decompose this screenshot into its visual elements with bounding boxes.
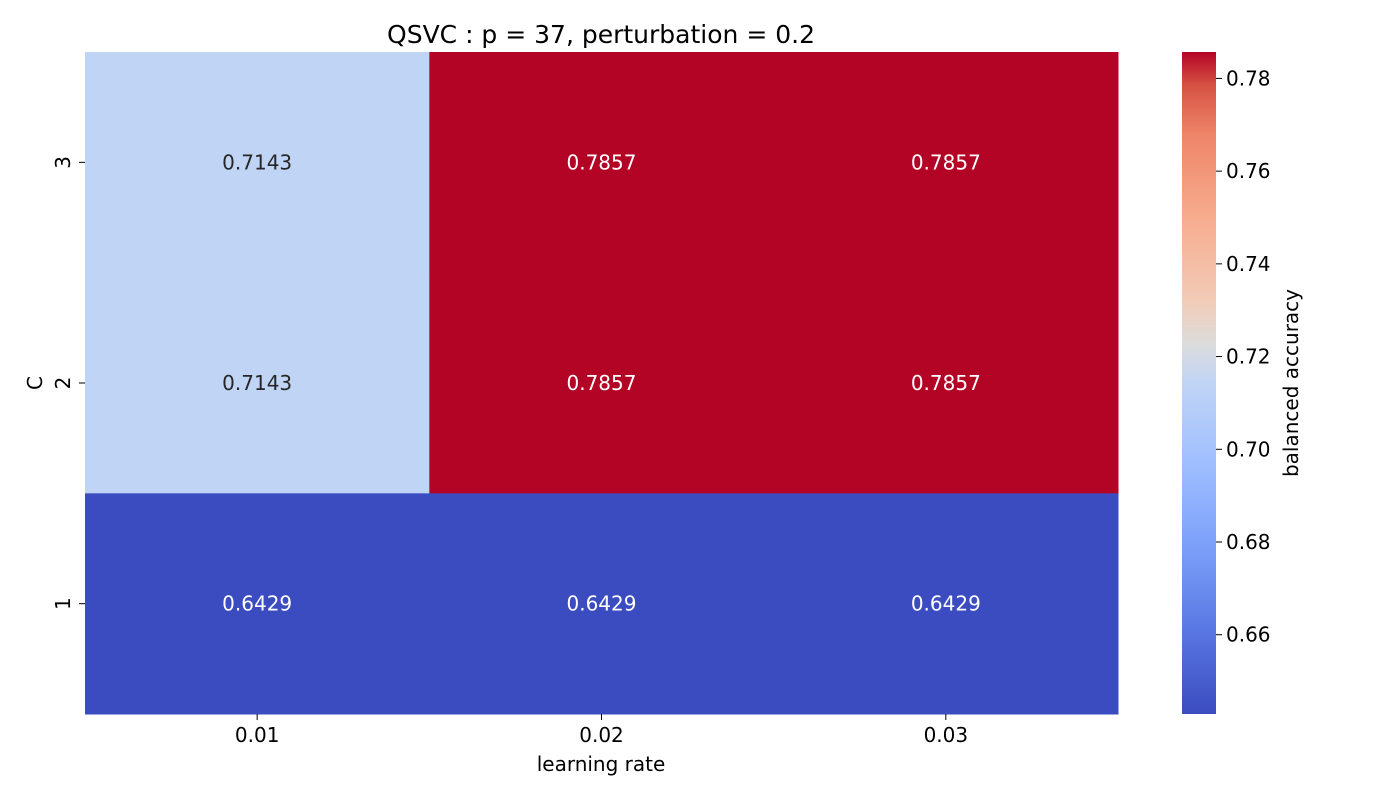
y-axis-ticks: 3 2 1 (51, 156, 85, 610)
x-tick-label: 0.02 (579, 723, 624, 747)
colorbar-tick-label: 0.66 (1226, 623, 1271, 647)
heatmap-cell (429, 52, 775, 274)
cell-value-label: 0.7143 (222, 371, 292, 395)
cell-value-label: 0.7857 (567, 150, 637, 174)
colorbar-tick-label: 0.72 (1226, 345, 1271, 369)
heatmap-cell (85, 493, 430, 715)
y-tick-label: 3 (51, 156, 75, 169)
cell-value-label: 0.6429 (222, 592, 292, 616)
colorbar (1182, 52, 1216, 714)
heatmap-cell (773, 493, 1119, 715)
heatmap-cell (85, 272, 430, 494)
colorbar-tick-label: 0.68 (1226, 530, 1271, 554)
y-tick-label: 1 (51, 597, 75, 610)
heatmap-cell (773, 52, 1119, 274)
y-tick-label: 2 (51, 377, 75, 390)
x-tick-label: 0.03 (924, 723, 969, 747)
heatmap-cell (85, 52, 430, 274)
cell-value-label: 0.6429 (911, 592, 981, 616)
y-axis-label: C (23, 376, 47, 390)
chart-title: QSVC : p = 37, perturbation = 0.2 (387, 20, 815, 49)
colorbar-tick-label: 0.74 (1226, 252, 1271, 276)
cell-value-label: 0.6429 (567, 592, 637, 616)
x-axis-label: learning rate (537, 752, 666, 776)
colorbar-tick-label: 0.76 (1226, 159, 1271, 183)
heatmap-cell (429, 272, 775, 494)
heatmap-cell (429, 493, 775, 715)
colorbar-tick-label: 0.70 (1226, 437, 1271, 461)
cell-value-label: 0.7143 (222, 150, 292, 174)
colorbar-ticks: 0.66 0.68 0.70 0.72 0.74 0.76 0.78 (1216, 66, 1271, 647)
cell-value-label: 0.7857 (567, 371, 637, 395)
heatmap-cells: 0.7143 0.7857 0.7857 0.7143 0.7857 0.7857 0.64… (85, 52, 1119, 715)
x-axis-ticks: 0.01 0.02 0.03 (235, 714, 968, 747)
cell-value-label: 0.7857 (911, 371, 981, 395)
x-tick-label: 0.01 (235, 723, 280, 747)
colorbar-tick-label: 0.78 (1226, 66, 1271, 90)
heatmap-cell (773, 272, 1119, 494)
cell-value-label: 0.7857 (911, 150, 981, 174)
colorbar-label: balanced accuracy (1279, 289, 1303, 477)
